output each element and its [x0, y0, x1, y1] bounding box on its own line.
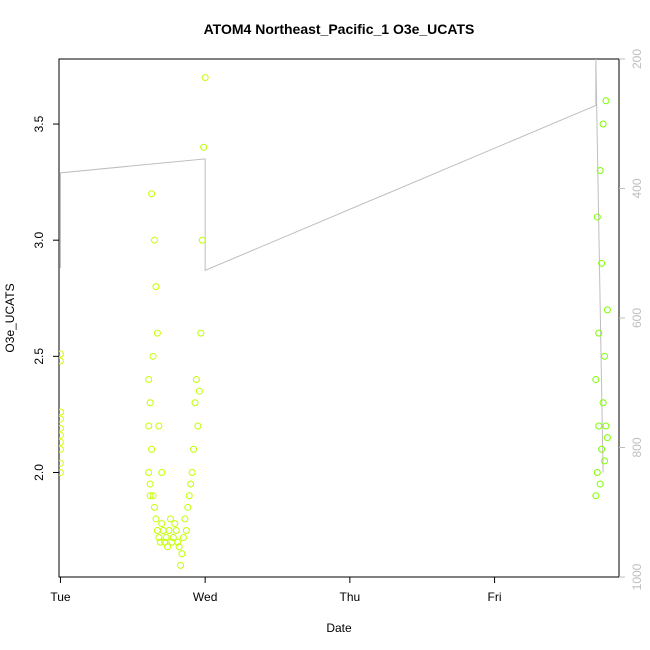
data-point: [158, 520, 166, 528]
data-point: [153, 527, 161, 535]
data-point: [164, 543, 172, 551]
y-tick-label: 2.0: [32, 464, 46, 481]
data-point: [59, 459, 64, 467]
data-point: [187, 480, 195, 488]
data-point: [152, 283, 160, 291]
data-point: [148, 445, 156, 453]
data-point: [592, 492, 600, 500]
data-point: [179, 534, 187, 542]
x-tick-label: Tue: [50, 590, 71, 604]
data-point: [59, 350, 64, 358]
data-point: [598, 445, 606, 453]
data-point: [596, 166, 604, 174]
x-tick-label: Thu: [340, 590, 361, 604]
data-point: [59, 468, 64, 476]
x-axis-label: Date: [326, 621, 352, 635]
data-point: [192, 376, 200, 384]
data-point: [190, 445, 198, 453]
data-point: [201, 74, 209, 82]
y-tick-label: 2.5: [32, 348, 46, 365]
y2-tick-label: 600: [630, 308, 644, 328]
data-point: [198, 236, 206, 244]
data-point: [162, 534, 170, 542]
data-point: [146, 399, 154, 407]
data-point: [149, 352, 157, 360]
y2-tick-label: 400: [630, 178, 644, 198]
data-point: [156, 538, 164, 546]
data-point: [188, 468, 196, 476]
data-point: [598, 259, 606, 267]
y2-tick-label: 200: [630, 49, 644, 69]
data-point: [184, 503, 192, 511]
data-point: [165, 527, 173, 535]
data-point: [596, 480, 604, 488]
data-point: [59, 445, 64, 453]
data-point: [595, 422, 603, 430]
data-point: [599, 120, 607, 128]
y-tick-label: 3.0: [32, 232, 46, 249]
data-point: [59, 415, 64, 423]
data-point: [601, 352, 609, 360]
data-point: [593, 468, 601, 476]
data-point: [59, 424, 64, 432]
data-point: [166, 515, 174, 523]
data-point: [197, 329, 205, 337]
data-point: [603, 434, 611, 442]
data-point: [149, 492, 157, 500]
data-point: [603, 306, 611, 314]
data-point: [195, 387, 203, 395]
data-point: [181, 515, 189, 523]
data-point: [145, 376, 153, 384]
x-tick-label: Wed: [193, 590, 217, 604]
data-point: [602, 97, 610, 105]
plot-area: Tue Wed Thu Fri 2.0 2.5 3.0 3.5 200 400 600 800 1000: [32, 49, 644, 604]
plot-frame: [58, 58, 620, 578]
data-point: [172, 527, 180, 535]
y-axis-label: O3e_UCATS: [3, 283, 17, 352]
data-point: [593, 213, 601, 221]
data-point: [595, 329, 603, 337]
data-point: [174, 538, 182, 546]
data-point: [601, 457, 609, 465]
data-point: [171, 520, 179, 528]
data-point: [146, 480, 154, 488]
plot-content: [59, 59, 611, 569]
data-point: [155, 422, 163, 430]
data-point: [191, 399, 199, 407]
data-point: [152, 515, 160, 523]
data-point: [602, 422, 610, 430]
data-point: [194, 422, 202, 430]
y2-tick-label: 1000: [630, 563, 644, 590]
data-point: [175, 543, 183, 551]
data-point: [155, 534, 163, 542]
data-point: [59, 408, 64, 416]
x-tick-label: Fri: [488, 590, 502, 604]
data-point: [169, 534, 177, 542]
data-point: [182, 527, 190, 535]
data-point: [145, 468, 153, 476]
data-point: [59, 431, 64, 439]
data-point: [59, 438, 64, 446]
data-point: [148, 190, 156, 198]
pressure-line: [59, 59, 604, 473]
data-point: [153, 329, 161, 337]
y2-tick-label: 800: [630, 437, 644, 457]
data-point: [151, 236, 159, 244]
data-point: [592, 376, 600, 384]
data-point: [185, 492, 193, 500]
data-point: [159, 527, 167, 535]
data-point: [59, 357, 64, 365]
y-tick-label: 3.5: [32, 115, 46, 132]
data-point: [146, 492, 154, 500]
data-point: [200, 143, 208, 151]
data-point: [177, 561, 185, 569]
chart-title: ATOM4 Northeast_Pacific_1 O3e_UCATS: [204, 21, 475, 37]
data-point: [151, 503, 159, 511]
data-point: [145, 422, 153, 430]
data-point: [158, 468, 166, 476]
data-point: [599, 399, 607, 407]
data-point: [178, 550, 186, 558]
